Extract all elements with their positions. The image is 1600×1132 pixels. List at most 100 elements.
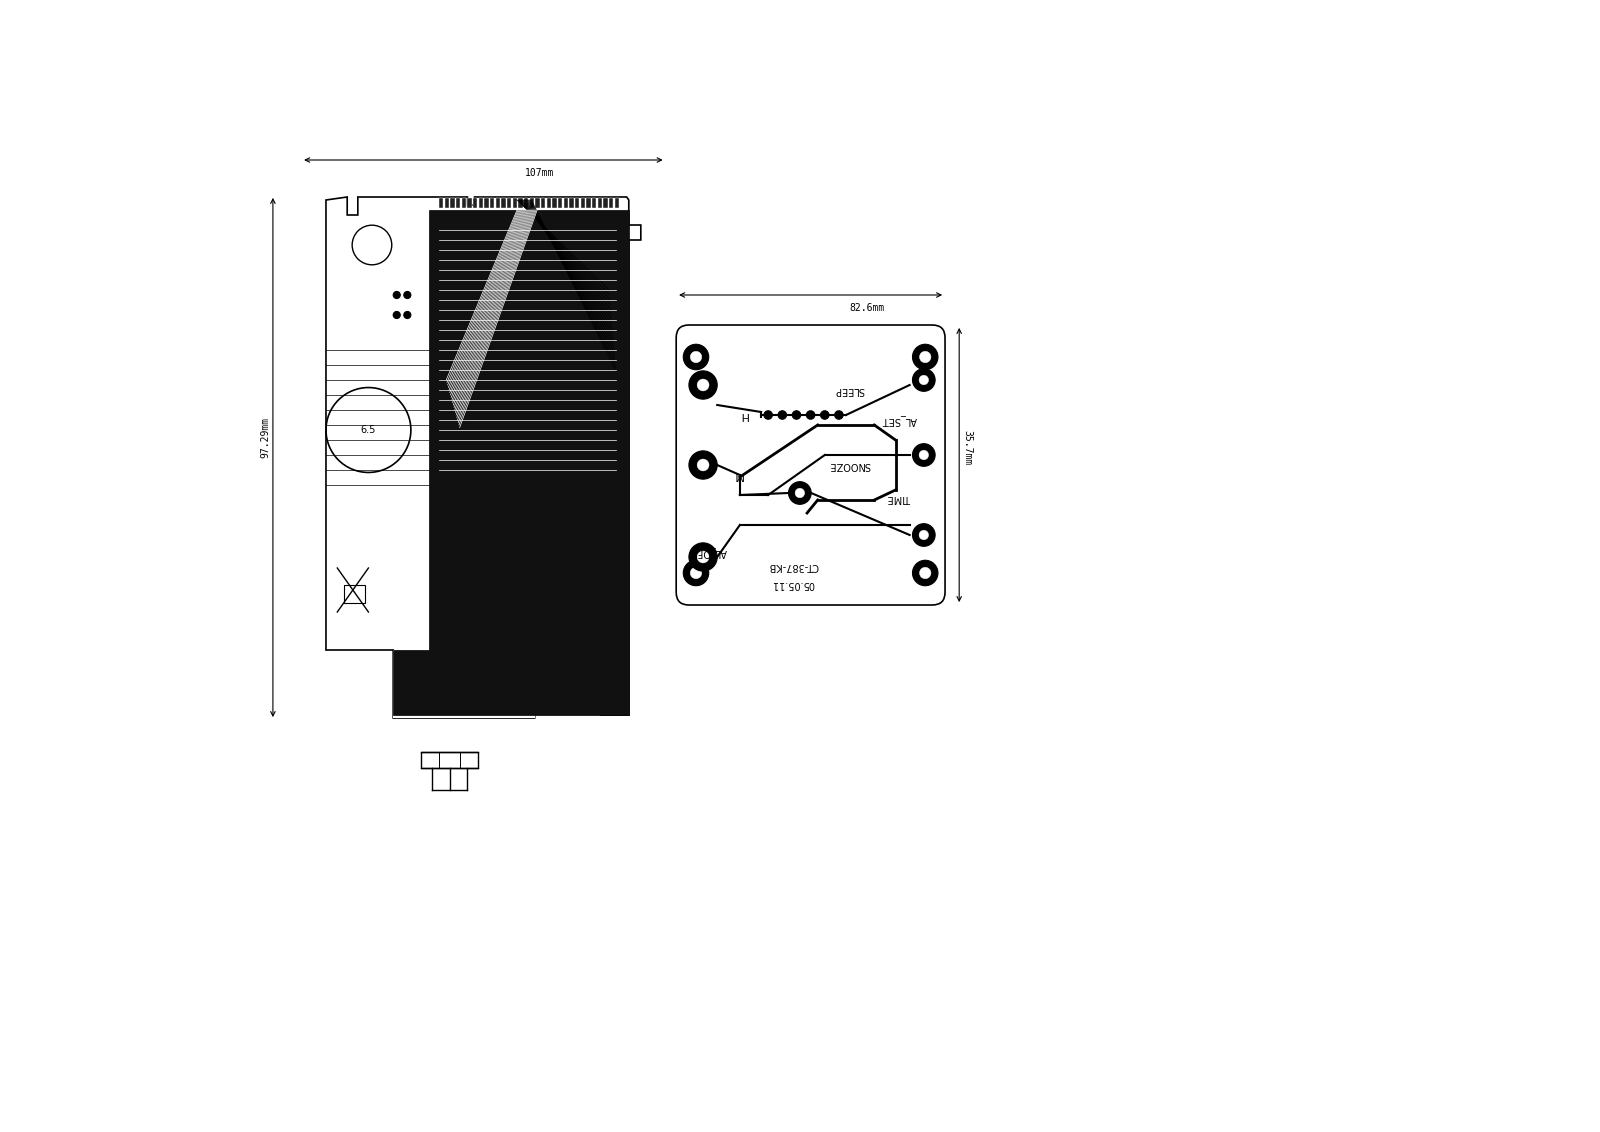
Bar: [610, 198, 613, 208]
Point: [605, 336, 624, 350]
Point: [517, 204, 536, 217]
Bar: [526, 481, 531, 494]
Point: [411, 745, 430, 758]
Point: [515, 204, 534, 217]
Point: [520, 194, 539, 207]
Point: [451, 745, 470, 758]
Circle shape: [442, 355, 451, 365]
Point: [606, 273, 626, 286]
Point: [837, 409, 856, 422]
Point: [419, 343, 438, 357]
Point: [358, 606, 378, 619]
Bar: [552, 198, 557, 208]
Point: [458, 783, 477, 797]
Circle shape: [576, 565, 586, 575]
Point: [808, 494, 827, 507]
Bar: [554, 460, 563, 468]
Bar: [344, 585, 365, 603]
Bar: [598, 198, 602, 208]
Point: [518, 204, 538, 217]
Circle shape: [795, 488, 805, 498]
Point: [437, 374, 456, 387]
Text: 107mm: 107mm: [525, 168, 555, 178]
Circle shape: [547, 385, 558, 396]
Circle shape: [912, 444, 934, 466]
Point: [440, 384, 459, 397]
Circle shape: [515, 503, 520, 507]
Circle shape: [533, 565, 542, 575]
Point: [514, 194, 533, 207]
Bar: [485, 198, 488, 208]
Bar: [461, 636, 475, 644]
Bar: [536, 198, 539, 208]
Text: 82.6mm: 82.6mm: [850, 303, 885, 314]
Bar: [530, 198, 534, 208]
Circle shape: [515, 598, 518, 602]
Point: [808, 418, 827, 431]
Circle shape: [403, 311, 411, 318]
Point: [522, 194, 541, 207]
Point: [507, 194, 526, 207]
Text: 97.29mm: 97.29mm: [261, 417, 270, 457]
Circle shape: [451, 457, 456, 462]
Point: [419, 478, 438, 491]
Line: 2 pts: 2 pts: [530, 200, 614, 358]
Circle shape: [912, 524, 934, 547]
Point: [317, 434, 336, 447]
Bar: [470, 384, 549, 475]
Point: [422, 783, 442, 797]
Circle shape: [544, 598, 547, 602]
Point: [526, 204, 546, 217]
Point: [446, 405, 466, 419]
Bar: [458, 400, 467, 408]
Circle shape: [445, 358, 448, 362]
Point: [606, 360, 626, 374]
Circle shape: [563, 387, 570, 393]
Point: [429, 363, 448, 377]
Circle shape: [499, 595, 507, 604]
Bar: [603, 198, 608, 208]
Bar: [578, 331, 584, 349]
Point: [328, 561, 347, 575]
Point: [317, 374, 336, 387]
Point: [808, 494, 827, 507]
Point: [429, 463, 448, 477]
Circle shape: [515, 488, 520, 492]
Text: AL_OFF: AL_OFF: [691, 547, 728, 557]
Bar: [563, 198, 568, 208]
Circle shape: [683, 560, 709, 585]
Circle shape: [912, 560, 938, 585]
Line: 2 pts: 2 pts: [520, 200, 611, 309]
Circle shape: [530, 598, 533, 602]
Bar: [536, 481, 541, 494]
Bar: [474, 198, 477, 208]
Point: [515, 194, 534, 207]
Point: [429, 423, 448, 437]
Circle shape: [690, 371, 717, 400]
Bar: [507, 481, 514, 494]
Point: [901, 529, 920, 542]
Point: [605, 351, 624, 365]
Circle shape: [394, 291, 400, 299]
Bar: [558, 198, 562, 208]
Point: [317, 418, 336, 431]
Line: 2 pts: 2 pts: [453, 211, 526, 403]
Bar: [554, 448, 563, 455]
Circle shape: [789, 482, 811, 505]
Point: [606, 403, 626, 417]
Circle shape: [550, 548, 554, 552]
Bar: [467, 380, 552, 480]
Point: [606, 243, 626, 257]
Point: [730, 518, 749, 532]
Point: [707, 398, 726, 412]
Point: [429, 293, 448, 307]
Point: [445, 403, 464, 417]
Bar: [437, 551, 442, 569]
Point: [514, 194, 533, 207]
Point: [864, 494, 883, 507]
Point: [517, 194, 536, 207]
Point: [606, 264, 626, 277]
Line: 2 pts: 2 pts: [454, 211, 530, 410]
Circle shape: [918, 451, 928, 460]
Circle shape: [403, 291, 411, 299]
